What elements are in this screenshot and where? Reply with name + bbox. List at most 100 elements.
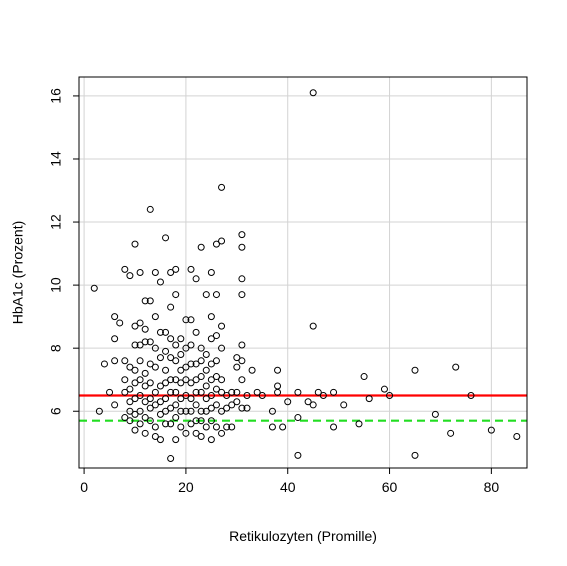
data-point bbox=[136, 391, 144, 399]
data-point bbox=[294, 388, 302, 396]
data-point bbox=[380, 385, 388, 393]
data-point bbox=[212, 373, 220, 381]
data-point bbox=[141, 297, 149, 305]
data-point bbox=[197, 344, 205, 352]
data-point bbox=[365, 395, 373, 403]
data-point bbox=[223, 423, 231, 431]
data-point bbox=[141, 325, 149, 333]
data-point bbox=[202, 350, 210, 358]
data-point bbox=[121, 414, 129, 422]
data-point bbox=[386, 391, 394, 399]
data-point bbox=[228, 401, 236, 409]
data-point bbox=[167, 303, 175, 311]
y-tick-label: 14 bbox=[48, 151, 64, 167]
data-point bbox=[121, 388, 129, 396]
data-point bbox=[202, 291, 210, 299]
data-point bbox=[233, 363, 241, 371]
data-point bbox=[136, 269, 144, 276]
data-point bbox=[212, 291, 220, 299]
data-point bbox=[151, 269, 159, 276]
data-point bbox=[207, 269, 215, 276]
reference-lines bbox=[79, 394, 527, 422]
data-point bbox=[207, 436, 215, 444]
data-point bbox=[258, 391, 266, 399]
data-point bbox=[207, 404, 215, 412]
data-point bbox=[167, 420, 175, 428]
data-point bbox=[136, 376, 144, 384]
data-point bbox=[233, 388, 241, 396]
data-point bbox=[218, 376, 226, 384]
data-point bbox=[212, 423, 220, 431]
data-point bbox=[243, 404, 251, 412]
data-point bbox=[197, 432, 205, 440]
data-point bbox=[218, 407, 226, 415]
data-point bbox=[146, 395, 154, 403]
data-point bbox=[156, 398, 164, 406]
data-point bbox=[223, 404, 231, 412]
data-point bbox=[268, 423, 276, 431]
data-point bbox=[187, 395, 195, 403]
data-point bbox=[131, 395, 139, 403]
data-point bbox=[172, 436, 180, 444]
data-point bbox=[228, 423, 236, 431]
data-point bbox=[431, 410, 439, 418]
data-point bbox=[274, 366, 282, 374]
data-point bbox=[131, 366, 139, 374]
data-point bbox=[156, 436, 164, 444]
data-point bbox=[274, 388, 282, 396]
data-point bbox=[218, 322, 226, 330]
data-point bbox=[126, 363, 134, 371]
data-point bbox=[309, 322, 317, 330]
data-point bbox=[136, 357, 144, 365]
data-point bbox=[136, 420, 144, 428]
data-point bbox=[177, 379, 185, 387]
data-point bbox=[187, 420, 195, 428]
data-point bbox=[151, 432, 159, 440]
data-point bbox=[116, 319, 124, 327]
data-point bbox=[141, 414, 149, 422]
data-point bbox=[106, 388, 114, 396]
data-point bbox=[355, 420, 363, 428]
data-point bbox=[197, 407, 205, 415]
data-point bbox=[162, 379, 170, 387]
data-point bbox=[218, 388, 226, 396]
data-point bbox=[182, 316, 190, 324]
y-tick-label: 8 bbox=[48, 344, 64, 352]
x-tick-label: 0 bbox=[80, 479, 88, 495]
data-point bbox=[218, 237, 226, 245]
data-point bbox=[192, 401, 200, 409]
data-point bbox=[177, 407, 185, 415]
data-point bbox=[238, 275, 246, 283]
data-point bbox=[192, 417, 200, 425]
data-point bbox=[151, 423, 159, 431]
data-point bbox=[212, 357, 220, 365]
data-point bbox=[212, 385, 220, 393]
y-axis: 6 8 10 12 14 16 bbox=[48, 88, 79, 415]
data-point bbox=[279, 423, 287, 431]
x-axis-title: Retikulozyten (Promille) bbox=[229, 528, 377, 544]
data-point bbox=[146, 417, 154, 425]
data-point bbox=[192, 429, 200, 437]
data-point bbox=[202, 382, 210, 390]
data-point bbox=[177, 395, 185, 403]
y-tick-label: 12 bbox=[48, 214, 64, 230]
y-tick-label: 6 bbox=[48, 407, 64, 415]
data-point bbox=[238, 341, 246, 349]
data-point bbox=[314, 388, 322, 396]
data-point bbox=[218, 344, 226, 352]
data-point bbox=[228, 388, 236, 396]
data-point bbox=[192, 360, 200, 368]
x-tick-label: 20 bbox=[178, 479, 194, 495]
data-point bbox=[192, 388, 200, 396]
data-point bbox=[187, 316, 195, 324]
data-point bbox=[467, 391, 475, 399]
data-point bbox=[447, 429, 455, 437]
data-point bbox=[197, 357, 205, 365]
data-point bbox=[90, 284, 98, 292]
data-point bbox=[141, 398, 149, 406]
data-point bbox=[121, 376, 129, 384]
data-point bbox=[172, 414, 180, 422]
data-point bbox=[172, 291, 180, 299]
data-point bbox=[162, 328, 170, 336]
data-point bbox=[172, 388, 180, 396]
